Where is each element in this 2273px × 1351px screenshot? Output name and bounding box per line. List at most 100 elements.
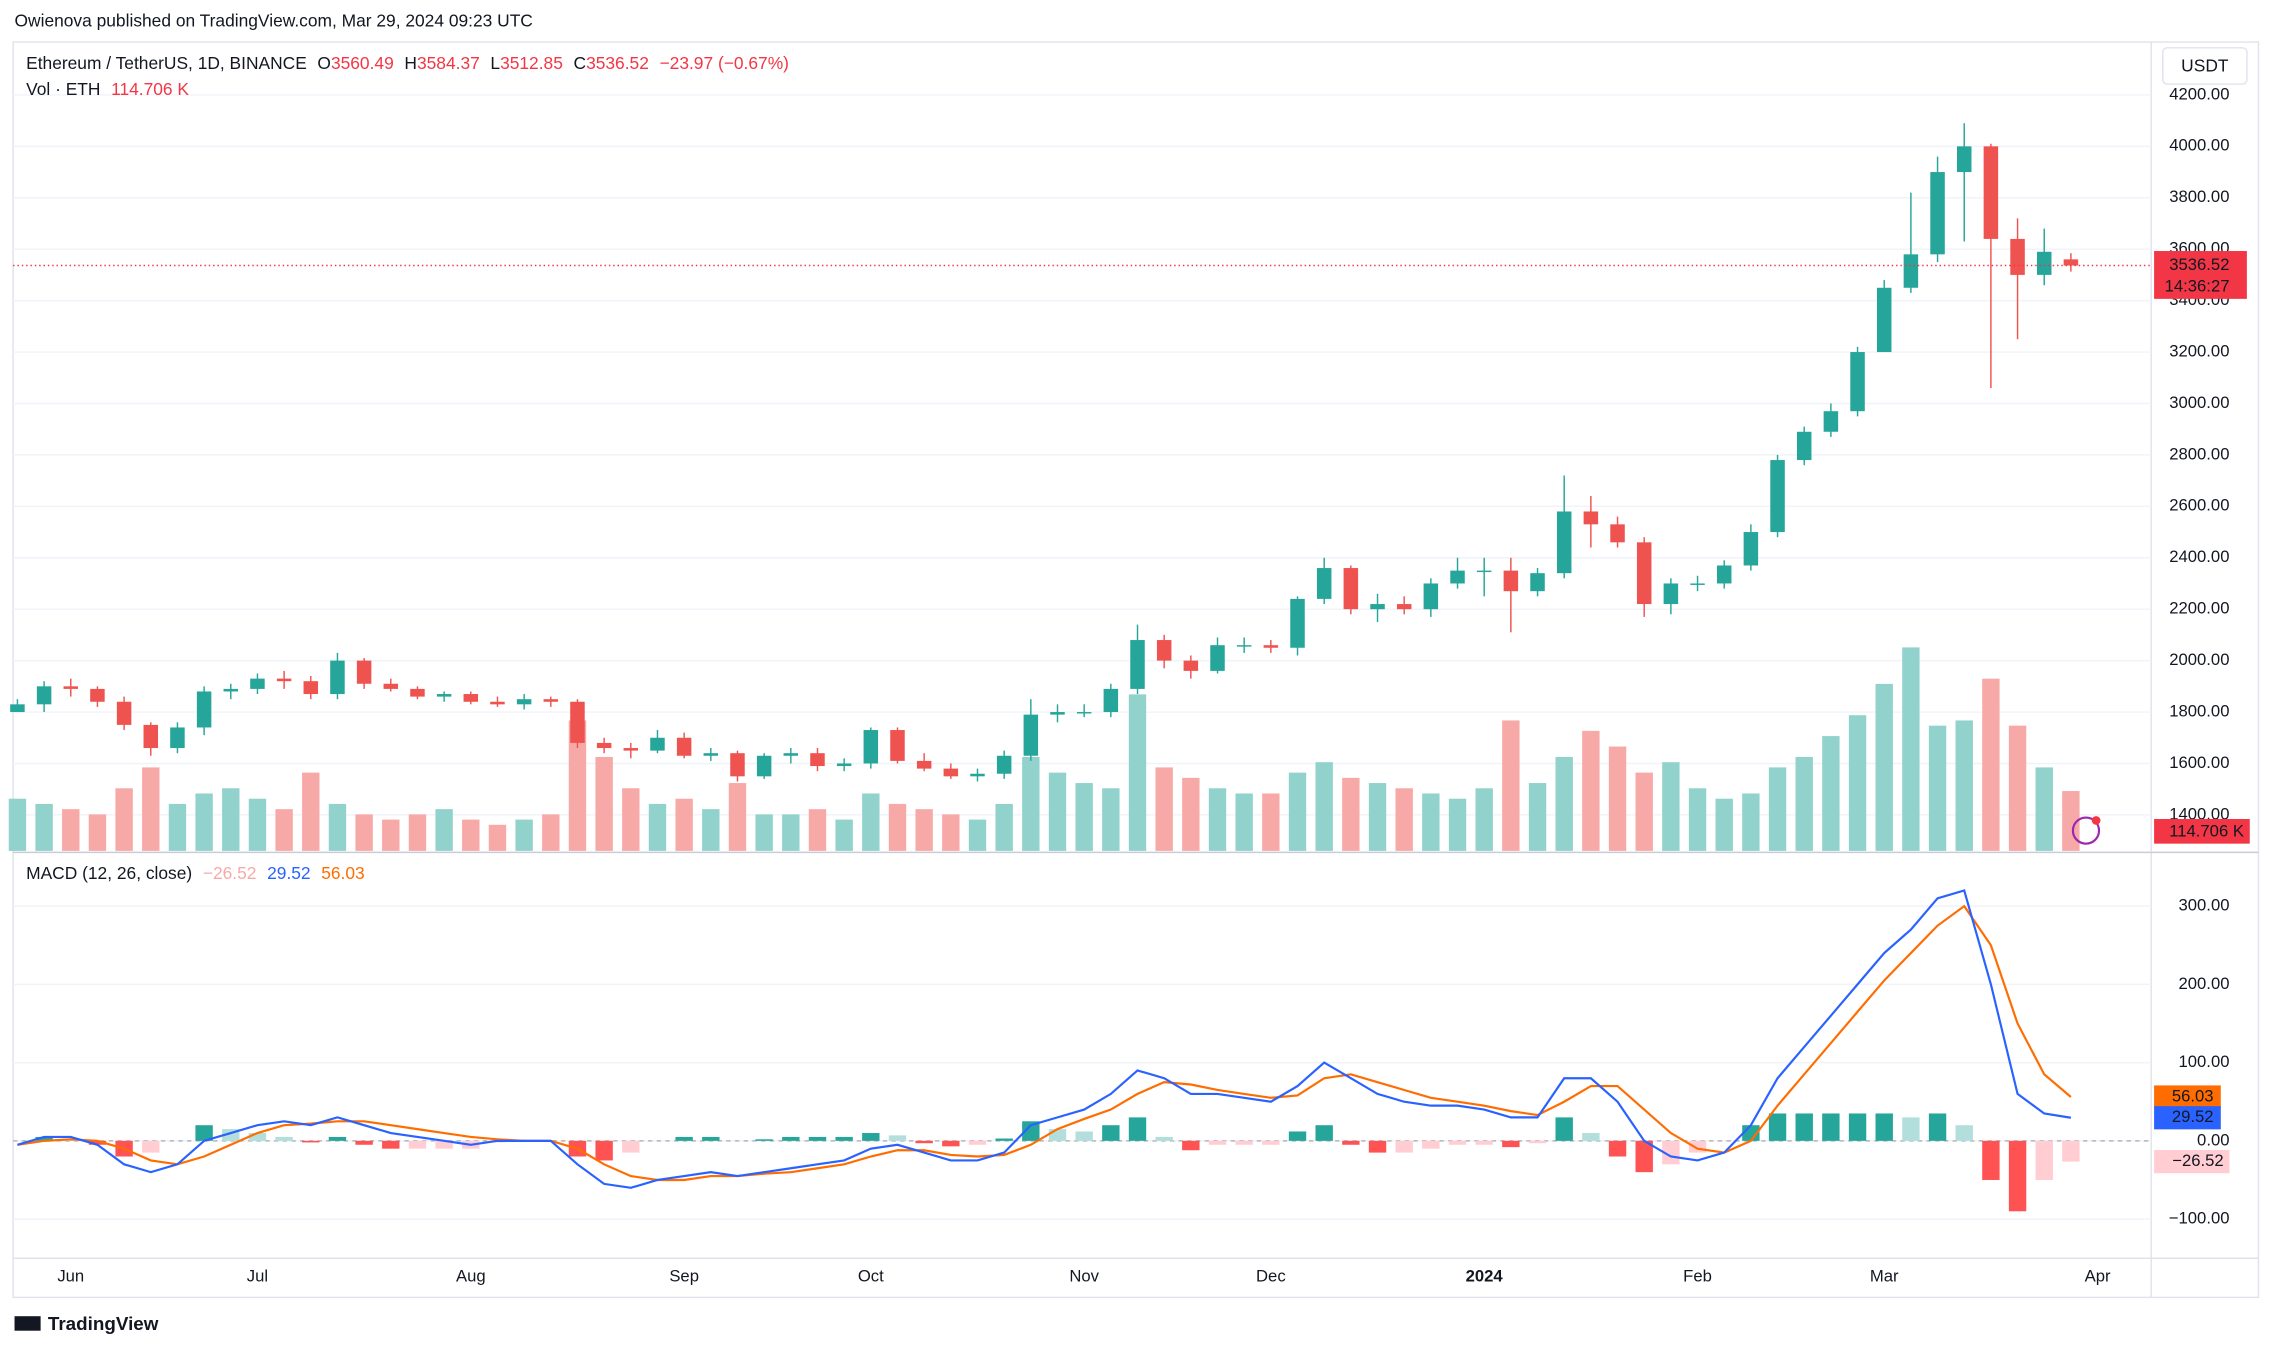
histogram-bar xyxy=(755,1139,773,1141)
histogram-bar xyxy=(328,1136,347,1141)
legend-low: 3512.85 xyxy=(500,52,563,72)
candle-body xyxy=(1583,511,1599,525)
candle-body xyxy=(143,724,159,749)
currency-button[interactable] xyxy=(2162,47,2248,85)
volume-bar xyxy=(248,798,267,851)
histogram-bar xyxy=(1342,1140,1360,1145)
y-tick-label: 300.00 xyxy=(2179,896,2230,915)
volume-bar xyxy=(1048,772,1067,851)
histogram-bar xyxy=(1955,1125,1973,1141)
histogram-bar xyxy=(1662,1140,1680,1165)
volume-bar xyxy=(1875,683,1893,851)
candle-body xyxy=(943,768,959,777)
candle-body xyxy=(1876,287,1892,353)
volume-value: 114.706 K xyxy=(111,78,189,98)
histogram-bar xyxy=(2008,1140,2027,1212)
volume-bar xyxy=(2062,791,2080,851)
volume-bar xyxy=(1715,798,1733,851)
volume-bar xyxy=(995,803,1013,851)
histogram-bar xyxy=(1875,1113,1893,1141)
histogram-bar xyxy=(2035,1140,2053,1180)
y-tick-label: 1600.00 xyxy=(2169,753,2229,772)
candle-body xyxy=(1956,146,1972,173)
candle-body xyxy=(623,748,639,751)
histogram-bar xyxy=(1448,1140,1467,1145)
candle-body xyxy=(543,699,559,702)
candle-body xyxy=(1103,688,1119,713)
candle-body xyxy=(1236,645,1252,647)
volume-bar xyxy=(1795,756,1813,851)
candle-body xyxy=(1663,583,1679,605)
candle-body xyxy=(1396,604,1412,610)
volume-tag xyxy=(2154,819,2250,844)
candle-body xyxy=(863,730,879,764)
histogram-tag-label: −26.52 xyxy=(2172,1151,2223,1170)
candle-body xyxy=(1290,598,1305,648)
y-tick-label: 3200.00 xyxy=(2169,341,2229,360)
volume-bar xyxy=(1928,725,1947,851)
histogram-bar xyxy=(382,1140,400,1149)
histogram-bar xyxy=(1395,1140,1413,1153)
volume-bar xyxy=(1102,788,1120,851)
candle-body xyxy=(1210,645,1225,671)
volume-bar xyxy=(1502,720,1520,851)
candle-body xyxy=(90,688,105,702)
macd-tag xyxy=(2154,1106,2221,1130)
candle-body xyxy=(1423,583,1439,610)
candle-body xyxy=(436,694,452,697)
histogram-bar xyxy=(1262,1140,1280,1145)
histogram-bar xyxy=(942,1140,960,1147)
histogram-bar xyxy=(888,1135,907,1141)
y-tick-label: 1400.00 xyxy=(2169,804,2229,823)
volume-bar xyxy=(1688,788,1707,851)
candle-body xyxy=(1716,565,1732,584)
x-tick-label: Sep xyxy=(669,1266,699,1285)
histogram-bar xyxy=(1555,1117,1573,1141)
volume-bar xyxy=(622,788,640,851)
volume-bar xyxy=(915,809,933,851)
alert-icon[interactable] xyxy=(2071,816,2101,845)
y-tick-label: 4000.00 xyxy=(2169,136,2229,155)
candle-body xyxy=(1370,604,1385,610)
candle-body xyxy=(36,686,52,705)
histogram-bar xyxy=(1848,1113,1867,1141)
volume-layer xyxy=(8,647,2080,851)
grid xyxy=(13,94,2152,1220)
volume-bar xyxy=(702,809,720,851)
candle-body xyxy=(570,701,585,743)
y-tick-label: 2400.00 xyxy=(2169,547,2229,566)
histogram-bar xyxy=(835,1136,853,1141)
volume-tag-label: 114.706 K xyxy=(2169,821,2244,840)
candle-body xyxy=(1343,568,1359,610)
legend-key: H xyxy=(404,52,417,72)
x-tick-label: Mar xyxy=(1870,1266,1899,1285)
signal-tag xyxy=(2154,1085,2221,1109)
histogram-bar xyxy=(1022,1121,1040,1141)
volume-bar xyxy=(488,824,507,851)
volume-bar xyxy=(755,814,773,851)
candle-body xyxy=(1556,511,1572,574)
y-tick-label: 3800.00 xyxy=(2169,187,2229,206)
candle-body xyxy=(276,678,292,682)
volume-bar xyxy=(862,793,880,851)
histogram-bar xyxy=(1102,1125,1120,1141)
histogram-bar xyxy=(1315,1125,1333,1141)
candle-body xyxy=(1130,640,1145,689)
histogram-bar xyxy=(808,1136,827,1141)
histogram-bar xyxy=(675,1136,693,1141)
histogram-bar xyxy=(1582,1133,1600,1141)
histogram-bar xyxy=(1768,1113,1787,1141)
candle-body xyxy=(1503,570,1519,592)
candle-body xyxy=(810,753,825,767)
volume-bar xyxy=(782,814,800,851)
candle-body xyxy=(1316,568,1332,599)
signal-value: 56.03 xyxy=(321,863,364,883)
volume-bar xyxy=(1635,772,1653,851)
histogram-bar xyxy=(1608,1140,1627,1157)
candle-body xyxy=(356,660,372,684)
candle-body xyxy=(490,701,505,705)
signal-tag-label: 56.03 xyxy=(2172,1086,2214,1105)
candle-body xyxy=(2063,259,2079,266)
histogram-bar xyxy=(968,1140,987,1145)
